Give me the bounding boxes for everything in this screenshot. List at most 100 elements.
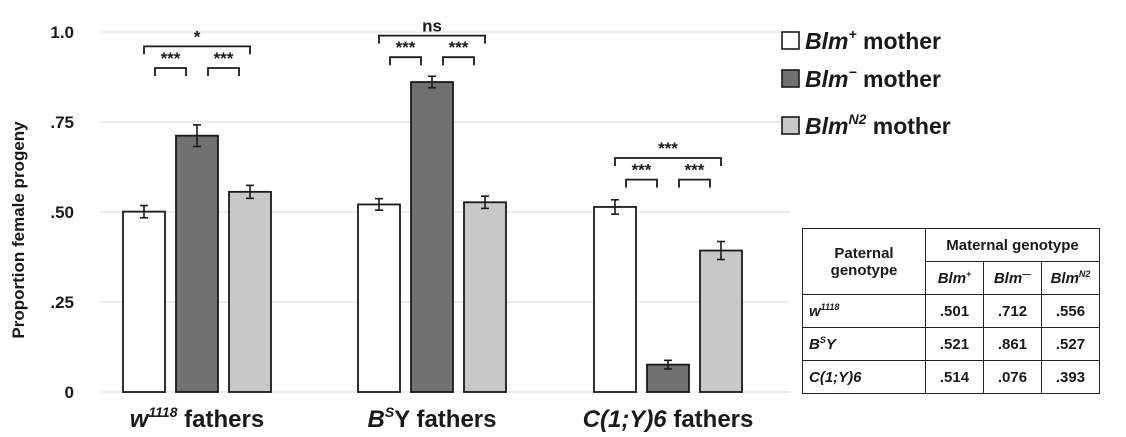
legend-suffix: mother bbox=[866, 113, 950, 139]
category-base: C(1;Y)6 bbox=[583, 406, 668, 433]
axis-layer: 0 .25 .50 .75 1.0 Proportion female progeny w1… bbox=[9, 23, 753, 433]
legend-superscript: N2 bbox=[848, 111, 866, 127]
category-suffix: fathers bbox=[178, 406, 265, 433]
row-suffix: Y bbox=[825, 336, 836, 353]
summary-table-container: Paternal genotype Maternal genotype Blm+… bbox=[802, 228, 1100, 394]
table-column-header: BlmN2 bbox=[1041, 261, 1100, 295]
table-cell-value: .712 bbox=[983, 294, 1042, 328]
table-cell-value: .076 bbox=[983, 360, 1042, 394]
bar bbox=[410, 81, 454, 393]
category-base: w bbox=[130, 406, 150, 433]
column-base: Blm bbox=[937, 270, 967, 287]
legend-label: Blm+ mother bbox=[805, 26, 941, 54]
significance-bracket bbox=[614, 157, 722, 166]
table-cell-value: .514 bbox=[925, 360, 984, 394]
category-base: B bbox=[368, 406, 385, 433]
column-base: Blm bbox=[993, 270, 1023, 287]
significance-label: * bbox=[194, 27, 201, 46]
table-cell-value: .861 bbox=[983, 327, 1042, 361]
legend-superscript: − bbox=[848, 64, 856, 80]
significance-label: *** bbox=[214, 49, 234, 68]
table-row: BSY .521.861.527 bbox=[802, 327, 1100, 361]
header-paternal-line1: Paternal bbox=[834, 244, 894, 262]
x-category-label: w1118 fathers bbox=[130, 404, 264, 433]
legend-label: BlmN2 mother bbox=[805, 111, 951, 139]
column-superscript: — bbox=[1022, 269, 1032, 279]
header-paternal-line2: genotype bbox=[830, 261, 898, 279]
legend-suffix: mother bbox=[857, 28, 941, 54]
table-cell-value: .521 bbox=[925, 327, 984, 361]
significance-bracket bbox=[442, 56, 475, 66]
significance-label: *** bbox=[449, 38, 469, 57]
row-genotype-label: BSY bbox=[802, 327, 926, 361]
column-base: Blm bbox=[1050, 270, 1079, 287]
row-genotype-label: w1118 bbox=[802, 294, 926, 328]
table-row: w1118.501.712.556 bbox=[802, 294, 1100, 328]
table-header-row: Paternal genotype Maternal genotype bbox=[802, 228, 1100, 295]
table-column-header: Blm— bbox=[983, 261, 1042, 295]
row-base: C(1;Y)6 bbox=[809, 368, 862, 386]
table-column-row: Blm+ Blm— BlmN2 bbox=[803, 261, 1100, 295]
significance-label: *** bbox=[632, 161, 652, 180]
table-row: C(1;Y)6 .514.076.393 bbox=[802, 360, 1100, 394]
table-cell-value: .393 bbox=[1041, 360, 1100, 394]
legend-swatch bbox=[781, 31, 800, 50]
y-tick-label: 1.0 bbox=[50, 23, 74, 42]
legend-base: Blm bbox=[805, 28, 848, 54]
y-tick-label: .75 bbox=[50, 113, 74, 132]
legend-base: Blm bbox=[805, 113, 848, 139]
bars-layer bbox=[122, 75, 743, 393]
significance-bracket bbox=[389, 56, 422, 66]
significance-bracket bbox=[207, 67, 240, 76]
x-category-label: C(1;Y)6 fathers bbox=[583, 406, 754, 433]
bar bbox=[228, 190, 272, 393]
legend-superscript: + bbox=[848, 26, 856, 42]
category-superscript: S bbox=[385, 404, 395, 420]
bar bbox=[463, 201, 507, 393]
legend-swatch bbox=[781, 69, 800, 88]
row-superscript: S bbox=[819, 335, 826, 345]
significance-label: *** bbox=[658, 139, 678, 158]
significance-bracket bbox=[678, 178, 711, 188]
row-superscript: 1118 bbox=[820, 302, 840, 312]
legend-label: Blm− mother bbox=[805, 64, 941, 92]
category-suffix: Y fathers bbox=[394, 406, 496, 433]
significance-layer: *** ******* ***ns*** ****** bbox=[143, 17, 722, 188]
y-tick-label: .25 bbox=[50, 293, 74, 312]
column-superscript: N2 bbox=[1078, 269, 1091, 279]
category-suffix: fathers bbox=[667, 406, 754, 433]
significance-label: *** bbox=[396, 38, 416, 57]
significance-bracket bbox=[625, 178, 658, 188]
significance-label: *** bbox=[685, 161, 705, 180]
table-column-header: Blm+ bbox=[925, 261, 984, 295]
significance-bracket bbox=[378, 34, 486, 44]
bar bbox=[593, 206, 637, 393]
y-tick-label: .50 bbox=[50, 203, 74, 222]
y-tick-label: 0 bbox=[65, 383, 74, 402]
bar bbox=[699, 249, 743, 393]
legend-base: Blm bbox=[805, 66, 848, 92]
table-cell-value: .556 bbox=[1041, 294, 1100, 328]
x-category-label: BSY fathers bbox=[368, 404, 497, 433]
row-base: B bbox=[809, 336, 820, 353]
significance-label: ns bbox=[422, 17, 442, 36]
table-body: w1118.501.712.556 BSY .521.861.527 C(1;Y)6.… bbox=[802, 294, 1100, 394]
legend-swatch bbox=[781, 116, 800, 135]
bar bbox=[357, 203, 401, 393]
summary-table: Paternal genotype Maternal genotype Blm+… bbox=[802, 228, 1100, 394]
category-superscript: 1118 bbox=[148, 404, 177, 420]
significance-bracket bbox=[143, 45, 251, 55]
significance-bracket bbox=[154, 67, 187, 76]
bar bbox=[122, 210, 166, 393]
significance-label: *** bbox=[161, 49, 181, 68]
table-cell-value: .501 bbox=[925, 294, 984, 328]
row-base: w bbox=[809, 303, 821, 320]
header-paternal-genotype: Paternal genotype bbox=[802, 228, 926, 295]
header-maternal-genotype: Maternal genotype bbox=[925, 228, 1100, 262]
bar bbox=[175, 134, 219, 393]
column-superscript: + bbox=[966, 269, 972, 279]
legend-suffix: mother bbox=[857, 66, 941, 92]
row-genotype-label: C(1;Y)6 bbox=[802, 360, 926, 394]
